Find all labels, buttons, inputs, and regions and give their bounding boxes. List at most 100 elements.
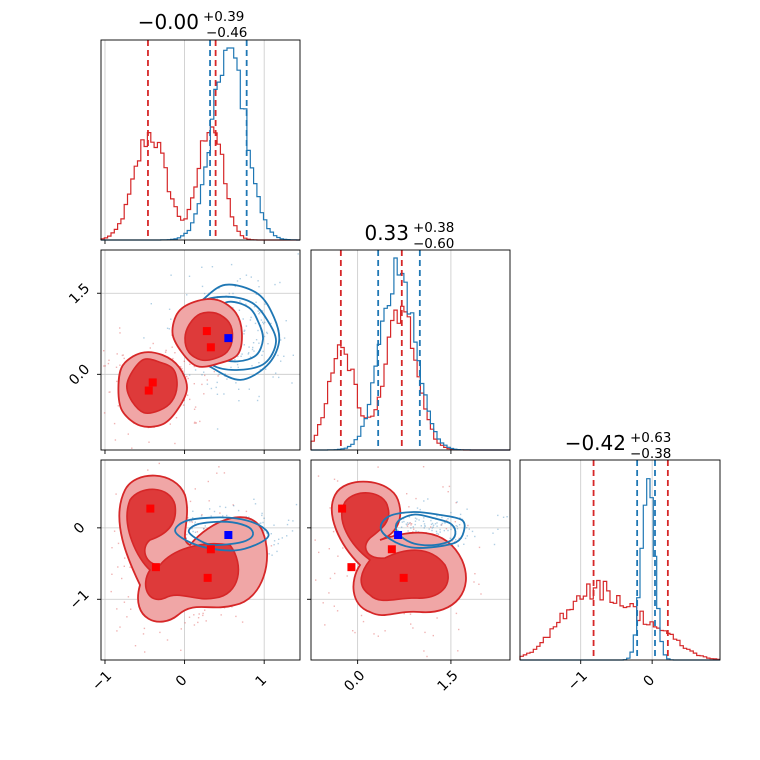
- scatter-p2-p0-blue-pt-38: [266, 532, 268, 534]
- scatter-p2-p0-blue-pt-44: [287, 519, 290, 521]
- scatter-p1-p0-red-pt-141: [201, 383, 203, 386]
- scatter-p1-p0-blue-pt-50: [283, 355, 285, 357]
- scatter-p2-p0-blue-pt-89: [224, 506, 227, 509]
- scatter-p2-p1-blue-pt-36: [436, 515, 438, 517]
- scatter-p2-p0-blue-pt-158: [291, 530, 294, 532]
- scatter-p2-p0-blue-pt-77: [210, 515, 212, 517]
- marker-p2-p0-red-2: [203, 573, 212, 582]
- scatter-p1-p0-red-pt-46: [116, 380, 118, 383]
- scatter-p1-p0-red-pt-81: [103, 412, 106, 414]
- scatter-p1-p0-blue-pt-203: [272, 376, 274, 378]
- scatter-p1-p0-blue-pt-186: [251, 348, 254, 351]
- scatter-p1-p0-blue-pt-206: [236, 363, 239, 366]
- scatter-p2-p0-red-pt-64: [220, 614, 222, 616]
- scatter-p2-p0-blue-pt-58: [200, 515, 203, 517]
- scatter-p2-p0-red-pt-198: [189, 521, 191, 523]
- scatter-p1-p0-red-pt-41: [183, 360, 185, 362]
- marker-p1-p0-blue-0: [224, 334, 233, 343]
- scatter-p2-p1-blue-pt-29: [414, 520, 417, 522]
- title-p0-sup: +0.39: [203, 9, 244, 25]
- scatter-p1-p0-blue-pt-215: [264, 321, 266, 324]
- marker-p1-p0-red-3: [206, 343, 215, 352]
- scatter-p1-p0-red-pt-74: [182, 404, 185, 406]
- scatter-p2-p1-blue-pt-90: [401, 521, 403, 523]
- scatter-p1-p0-red-pt-151: [108, 359, 110, 361]
- scatter-p1-p0-red-pt-42: [131, 447, 133, 449]
- scatter-p2-p0-red-pt-54: [116, 608, 118, 610]
- scatter-p1-p0-blue-pt-177: [201, 374, 203, 376]
- scatter-p2-p0-blue-pt-111: [273, 524, 275, 526]
- scatter-p2-p0-red-pt-186: [184, 622, 186, 624]
- scatter-p2-p0-blue-pt-107: [213, 510, 216, 513]
- scatter-p2-p1-blue-pt-69: [416, 518, 418, 520]
- scatter-p2-p1-blue-pt-98: [414, 517, 417, 519]
- marker-p2-p0-red-0: [146, 504, 155, 513]
- scatter-p1-p0-blue-pt-130: [243, 330, 245, 332]
- scatter-p1-p0-red-pt-137: [193, 422, 196, 424]
- scatter-p2-p1-blue-pt-121: [400, 526, 403, 528]
- scatter-p2-p1-red-pt-62: [362, 620, 365, 623]
- panel-p2-p1-frame: [310, 459, 511, 661]
- scatter-p1-p0-blue-pt-213: [236, 280, 239, 282]
- scatter-p2-p0-red-pt-127: [111, 573, 113, 575]
- scatter-p1-p0-red-pt-55: [186, 375, 188, 378]
- scatter-p1-p0-blue-pt-96: [239, 278, 241, 280]
- xtick-label-p1-1: 1.5: [435, 668, 462, 695]
- scatter-p1-p0-red-pt-36: [121, 354, 124, 357]
- scatter-p2-p1-red-pt-86: [324, 624, 326, 626]
- marker-p2-p0-red-1: [151, 563, 160, 572]
- scatter-p1-p0-red-pt-9: [193, 365, 196, 368]
- scatter-p2-p0-red-pt-206: [188, 616, 191, 618]
- scatter-p1-p0-red-pt-131: [164, 351, 167, 353]
- scatter-p2-p1-blue-pt-3: [419, 508, 421, 511]
- scatter-p2-p1-red-pt-198: [317, 475, 320, 477]
- scatter-p2-p1-red-pt-182: [446, 519, 448, 522]
- scatter-p2-p0-blue-pt-124: [273, 544, 275, 546]
- scatter-p2-p0-blue-pt-1: [263, 529, 265, 532]
- scatter-p2-p1-blue-pt-70: [428, 528, 430, 530]
- scatter-p1-p0-red-pt-8: [113, 422, 116, 425]
- scatter-p1-p0-red-pt-82: [193, 408, 196, 410]
- scatter-p1-p0-blue-pt-126: [261, 354, 263, 356]
- scatter-p1-p0-blue-pt-133: [250, 316, 252, 319]
- scatter-p2-p0-blue-pt-134: [261, 528, 264, 530]
- panel-p1-p0-frame: [100, 249, 301, 451]
- scatter-p1-p0-blue-pt-170: [223, 393, 225, 395]
- scatter-p2-p0-red-pt-239: [219, 512, 221, 514]
- scatter-p2-p1-red-pt-60: [336, 480, 339, 482]
- scatter-p2-p0-red-pt-113: [216, 472, 218, 474]
- scatter-p1-p0-red-pt-155: [217, 375, 219, 377]
- scatter-p1-p0-red-pt-68: [114, 439, 117, 441]
- scatter-p2-p0-red-pt-27: [196, 531, 199, 533]
- scatter-p2-p0-red-pt-131: [191, 521, 193, 523]
- scatter-p2-p1-blue-pt-154: [437, 533, 440, 535]
- scatter-p2-p1-blue-pt-140: [474, 535, 476, 538]
- scatter-p2-p0-blue-pt-88: [222, 515, 224, 517]
- scatter-p2-p1-blue-pt-85: [443, 529, 445, 532]
- scatter-p2-p0-blue-pt-157: [262, 521, 264, 524]
- scatter-p1-p0-blue-pt-165: [234, 285, 236, 288]
- panel-p2-hist-frame: [519, 459, 721, 661]
- scatter-p2-p0-red-pt-6: [126, 616, 128, 618]
- scatter-p1-p0-red-pt-170: [148, 441, 150, 443]
- scatter-p2-p1-blue-pt-91: [456, 525, 458, 528]
- scatter-p2-p1-blue-pt-18: [457, 545, 460, 548]
- scatter-p2-p0-red-pt-18: [113, 530, 116, 532]
- scatter-p1-p0-red-pt-89: [187, 377, 189, 380]
- scatter-p2-p0-red-pt-136: [142, 633, 145, 635]
- scatter-p2-p0-blue-pt-39: [192, 530, 194, 533]
- scatter-p2-p0-red-pt-118: [166, 639, 169, 641]
- scatter-p2-p1-red-pt-69: [322, 602, 324, 604]
- scatter-p1-p0-blue-pt-109: [188, 275, 191, 277]
- scatter-p1-p0-blue-pt-143: [252, 342, 255, 344]
- scatter-p2-p0-red-pt-190: [187, 517, 189, 519]
- scatter-p2-p1-red-pt-36: [422, 466, 425, 468]
- scatter-p2-p1-blue-pt-101: [502, 516, 505, 518]
- scatter-p1-p0-blue-pt-189: [215, 386, 217, 389]
- scatter-p2-p0-red-pt-212: [143, 627, 146, 630]
- scatter-p1-p0-blue-pt-107: [194, 369, 197, 371]
- scatter-p2-p1-blue-pt-137: [506, 516, 508, 518]
- xtick-label-p1-0: 0.0: [341, 668, 368, 695]
- scatter-p2-p0-red-pt-93: [134, 645, 137, 647]
- scatter-p2-p0-blue-pt-70: [209, 508, 211, 510]
